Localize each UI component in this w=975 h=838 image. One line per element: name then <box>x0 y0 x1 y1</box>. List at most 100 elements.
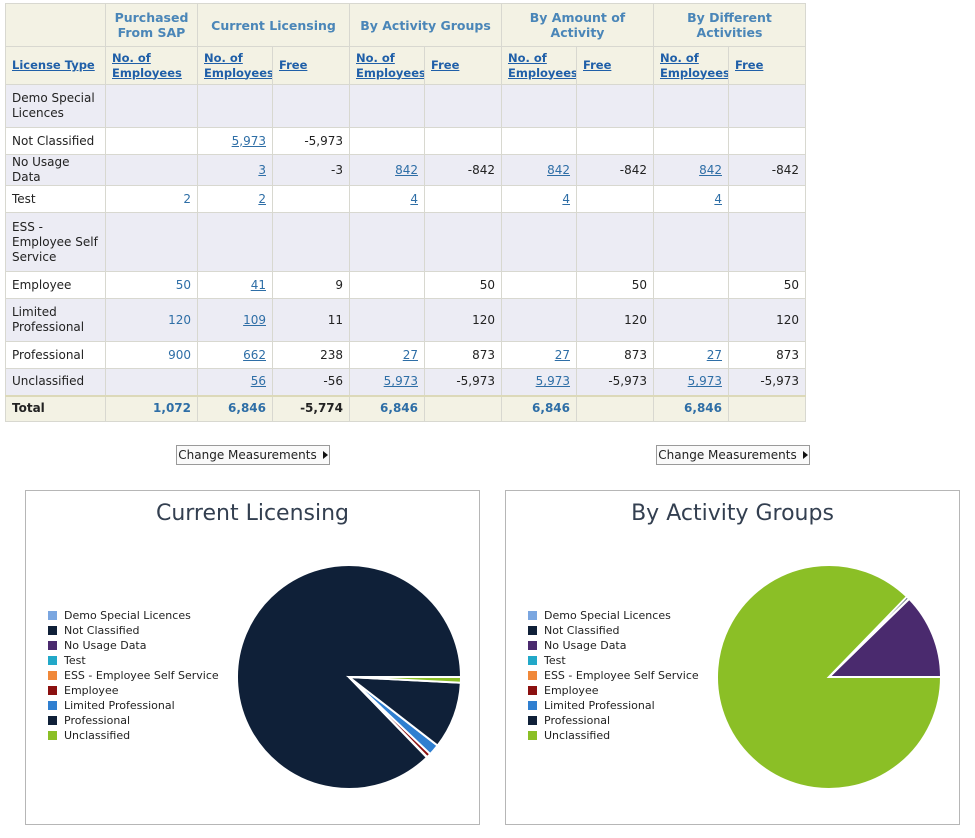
legend-item-unclassified: Unclassified <box>48 728 219 743</box>
groups-employees-sort-link[interactable]: No. of Employees <box>356 50 425 80</box>
table-cell <box>653 127 729 155</box>
employee-count-link[interactable]: 842 <box>547 162 570 177</box>
legend-swatch <box>528 626 537 635</box>
activity-groups-pie-chart <box>716 564 943 791</box>
amount-free-sort-link[interactable]: Free <box>583 58 612 72</box>
table-cell: 2 <box>105 185 198 213</box>
groups-free-sort-link[interactable]: Free <box>431 58 460 72</box>
legend-item-no-usage-data: No Usage Data <box>528 638 699 653</box>
table-cell: 120 <box>576 298 654 342</box>
employee-count-link[interactable]: 4 <box>714 191 722 206</box>
employee-count-link[interactable]: 27 <box>554 347 570 362</box>
table-cell <box>349 127 425 155</box>
table-cell: 50 <box>105 271 198 299</box>
legend-label: ESS - Employee Self Service <box>64 669 219 682</box>
table-cell <box>424 185 502 213</box>
legend-item-professional: Professional <box>528 713 699 728</box>
table-cell <box>424 127 502 155</box>
table-cell <box>576 127 654 155</box>
table-cell: 50 <box>728 271 806 299</box>
legend-item-not-classified: Not Classified <box>48 623 219 638</box>
legend-swatch <box>528 641 537 650</box>
table-cell <box>105 84 198 128</box>
total-cell <box>728 394 806 422</box>
employee-count-link[interactable]: 41 <box>250 277 266 292</box>
licensing-table: Purchased From SAP Current Licensing By … <box>5 3 806 422</box>
table-cell: 662 <box>197 341 273 369</box>
table-cell <box>653 271 729 299</box>
legend-label: Demo Special Licences <box>64 609 191 622</box>
play-arrow-icon <box>322 451 328 459</box>
employee-count-link[interactable]: 3 <box>258 162 266 177</box>
table-cell: 9 <box>272 271 350 299</box>
table-cell: 4 <box>501 185 577 213</box>
license-type-sort-link[interactable]: License Type <box>12 58 95 72</box>
employee-count-link[interactable]: 27 <box>706 347 722 362</box>
legend-item-test: Test <box>48 653 219 668</box>
groups-employees-header: No. of Employees <box>349 46 425 85</box>
current-employees-sort-link[interactable]: No. of Employees <box>204 50 273 80</box>
different-employees-sort-link[interactable]: No. of Employees <box>660 50 729 80</box>
current-free-sort-link[interactable]: Free <box>279 58 308 72</box>
table-cell: 873 <box>728 341 806 369</box>
legend-label: Professional <box>544 714 611 727</box>
employee-count-link[interactable]: 109 <box>243 312 266 327</box>
legend-label: Demo Special Licences <box>544 609 671 622</box>
legend-swatch <box>528 671 537 680</box>
group-header-activity-groups: By Activity Groups <box>349 3 502 47</box>
employee-count-link[interactable]: 56 <box>250 374 266 389</box>
table-cell: 873 <box>576 341 654 369</box>
change-measurements-label: Change Measurements <box>658 448 797 462</box>
table-cell: -56 <box>272 368 350 396</box>
table-cell: 842 <box>653 154 729 186</box>
pie-slice-unclassified <box>348 676 463 684</box>
group-header-amount-activity: By Amount of Activity <box>501 3 654 47</box>
different-free-sort-link[interactable]: Free <box>735 58 764 72</box>
legend-item-test: Test <box>528 653 699 668</box>
table-cell <box>576 185 654 213</box>
employee-count-link[interactable]: 2 <box>258 191 266 206</box>
total-cell: 6,846 <box>653 394 729 422</box>
table-cell: 27 <box>501 341 577 369</box>
table-cell: 238 <box>272 341 350 369</box>
employee-count-link[interactable]: 4 <box>410 191 418 206</box>
employee-count-link[interactable]: 5,973 <box>231 133 266 148</box>
sub-header-row: License Type No. of Employees No. of Emp… <box>5 46 806 85</box>
legend-item-employee: Employee <box>48 683 219 698</box>
employee-count-link[interactable]: 842 <box>395 162 418 177</box>
table-cell <box>272 212 350 272</box>
employee-count-link[interactable]: 662 <box>243 347 266 362</box>
purchased-employees-sort-link[interactable]: No. of Employees <box>112 50 182 80</box>
purchased-count: 2 <box>183 191 191 206</box>
table-cell <box>501 271 577 299</box>
table-row: Not Classified 5,973 -5,973 <box>5 127 806 155</box>
different-free-header: Free <box>728 46 806 85</box>
table-cell <box>105 154 198 186</box>
employee-count-link[interactable]: 5,973 <box>383 374 418 389</box>
legend-swatch <box>48 701 57 710</box>
legend-item-unclassified: Unclassified <box>528 728 699 743</box>
activity-groups-chart-panel: By Activity Groups Demo Special Licences… <box>505 490 960 825</box>
table-cell <box>424 84 502 128</box>
table-cell <box>105 127 198 155</box>
employee-count-link[interactable]: 4 <box>562 191 570 206</box>
table-cell: 873 <box>424 341 502 369</box>
employee-count-link[interactable]: 5,973 <box>687 374 722 389</box>
legend-item-ess-employee-self-service: ESS - Employee Self Service <box>48 668 219 683</box>
row-label: ESS - Employee Self Service <box>5 212 106 272</box>
total-cell: -5,774 <box>272 394 350 422</box>
amount-employees-sort-link[interactable]: No. of Employees <box>508 50 577 80</box>
table-cell <box>576 212 654 272</box>
employee-count-link[interactable]: 5,973 <box>535 374 570 389</box>
legend-item-demo-special-licences: Demo Special Licences <box>528 608 699 623</box>
change-measurements-button-left[interactable]: Change Measurements <box>176 445 330 465</box>
change-measurements-button-right[interactable]: Change Measurements <box>656 445 810 465</box>
current-employees-header: No. of Employees <box>197 46 273 85</box>
employee-count-link[interactable]: 27 <box>402 347 418 362</box>
table-cell <box>197 212 273 272</box>
total-cell <box>424 394 502 422</box>
table-cell: 56 <box>197 368 273 396</box>
table-cell <box>349 84 425 128</box>
legend-swatch <box>528 656 537 665</box>
employee-count-link[interactable]: 842 <box>699 162 722 177</box>
